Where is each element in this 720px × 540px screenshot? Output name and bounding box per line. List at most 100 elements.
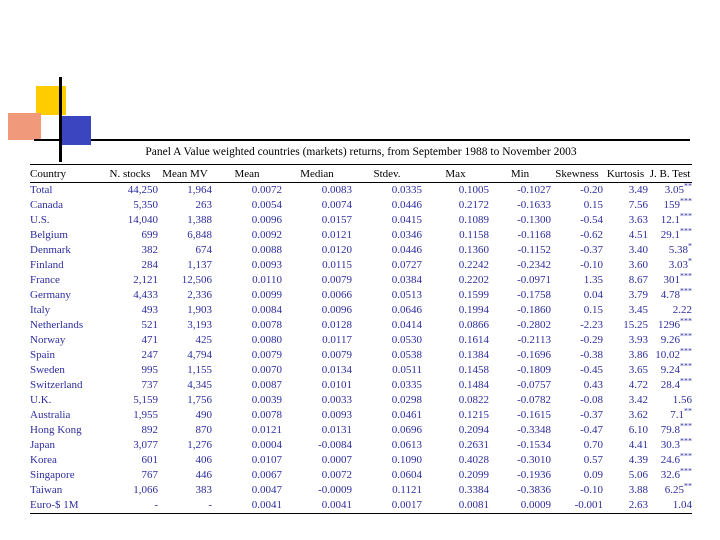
value-cell: 0.0613 [391, 439, 422, 451]
table-row: Euro-$ 1M - - 0.0041 0.0041 0.0017 0.0081 0.000… [30, 498, 692, 514]
significance-stars: *** [680, 271, 692, 281]
value-cell: 1,155 [187, 364, 212, 376]
value-cell: 0.0072 [251, 184, 282, 196]
returns-table: Country N. stocks Mean MV Mean Median Stdev. M… [30, 164, 692, 514]
value-cell: 6.25** [664, 481, 692, 496]
value-cell: 159*** [663, 196, 693, 211]
value-cell: 0.1215 [458, 409, 489, 421]
value-cell: 0.0511 [392, 364, 422, 376]
value-cell: 44,250 [127, 184, 158, 196]
value-cell: 0.0538 [391, 349, 422, 361]
country-cell: Japan [30, 439, 56, 451]
value-cell: 0.0513 [391, 289, 422, 301]
value-cell: 0.0054 [251, 199, 282, 211]
value-cell: -0.1168 [517, 229, 551, 241]
value-cell: 0.0110 [252, 274, 282, 286]
value-cell: 0.0017 [391, 499, 422, 511]
value-cell: 0.0081 [458, 499, 489, 511]
country-cell: Total [30, 184, 53, 196]
column-header: Kurtosis [603, 164, 648, 183]
significance-stars: *** [680, 226, 692, 236]
value-cell: 5,159 [133, 394, 158, 406]
country-cell: U.K. [30, 394, 52, 406]
significance-stars: *** [680, 316, 692, 326]
value-cell: 0.0134 [321, 364, 352, 376]
value-cell: 892 [141, 424, 159, 436]
value-cell: 674 [195, 244, 213, 256]
value-cell: -0.3836 [517, 484, 551, 496]
value-cell: 0.0696 [391, 424, 422, 436]
value-cell: 1,955 [133, 409, 158, 421]
country-cell: Korea [30, 454, 57, 466]
value-cell: 737 [141, 379, 159, 391]
value-cell: -0.1936 [517, 469, 551, 481]
table-row: Singapore 767 446 0.0067 0.0072 0.0604 0.2099 -… [30, 467, 692, 483]
significance-stars: *** [680, 451, 692, 461]
value-cell: 247 [141, 349, 159, 361]
panel-title: Panel A Value weighted countries (market… [145, 146, 577, 158]
significance-stars: * [688, 256, 692, 266]
value-cell: 0.0004 [251, 439, 282, 451]
value-cell: 0.1994 [458, 304, 489, 316]
value-cell: -0.1534 [517, 439, 551, 451]
value-cell: 3.93 [628, 334, 648, 346]
table-row: Norway 471 425 0.0080 0.0117 0.0530 0.1614 -0.2… [30, 331, 692, 348]
value-cell: 0.0121 [251, 424, 282, 436]
significance-stars: *** [680, 286, 692, 296]
value-cell: 699 [141, 229, 159, 241]
country-cell: Euro-$ 1M [30, 499, 79, 511]
value-cell: 1,903 [187, 304, 212, 316]
value-cell: 301*** [663, 271, 693, 286]
table-row: Denmark 382 674 0.0088 0.0120 0.0446 0.1360 -0.… [30, 241, 692, 258]
value-cell: 2,336 [187, 289, 212, 301]
value-cell: 2,121 [133, 274, 158, 286]
country-cell: Finland [30, 259, 64, 271]
value-cell: -0.2802 [517, 319, 551, 331]
value-cell: 0.0092 [251, 229, 282, 241]
value-cell: 4.39 [628, 454, 648, 466]
table-row: Netherlands 521 3,193 0.0078 0.0128 0.0414 0.0… [30, 316, 692, 333]
significance-stars: *** [680, 196, 692, 206]
table-row: Korea 601 406 0.0107 0.0007 0.1090 0.4028 -0.30… [30, 451, 692, 468]
country-cell: Germany [30, 289, 71, 301]
value-cell: 3,077 [133, 439, 158, 451]
value-cell: 3.79 [628, 289, 648, 301]
value-cell: 3.40 [628, 244, 648, 256]
value-cell: 995 [141, 364, 159, 376]
value-cell: 0.0866 [458, 319, 489, 331]
value-cell: 1296*** [658, 316, 692, 331]
country-cell: Taiwan [30, 484, 63, 496]
value-cell: 0.0414 [391, 319, 422, 331]
value-cell: 3.49 [628, 184, 648, 196]
table-row: Spain 247 4,794 0.0079 0.0079 0.0538 0.1384 -0.… [30, 347, 692, 363]
significance-stars: * [688, 241, 692, 251]
country-cell: France [30, 274, 60, 286]
value-cell: - [208, 499, 212, 511]
value-cell: 0.0530 [391, 334, 422, 346]
significance-stars: *** [680, 421, 692, 431]
value-cell: 0.0033 [321, 394, 352, 406]
value-cell: 0.0099 [251, 289, 282, 301]
value-cell: 406 [195, 454, 213, 466]
value-cell: 0.3384 [458, 484, 489, 496]
value-cell: 3.86 [628, 349, 648, 361]
value-cell: 0.1360 [458, 244, 489, 256]
value-cell: 284 [141, 259, 159, 271]
value-cell: 4.51 [628, 229, 648, 241]
value-cell: -0.47 [580, 424, 603, 436]
value-cell: 4.78*** [660, 286, 692, 301]
value-cell: -0.37 [580, 409, 603, 421]
value-cell: 6.10 [628, 424, 648, 436]
value-cell: 9.26*** [660, 331, 692, 346]
value-cell: 521 [141, 319, 159, 331]
country-cell: Singapore [30, 469, 75, 481]
header-row: Country N. stocks Mean MV Mean Median Stdev. M… [30, 164, 692, 183]
value-cell: 1,756 [187, 394, 212, 406]
column-header: N. stocks [102, 164, 158, 183]
value-cell: -0.1633 [517, 199, 551, 211]
value-cell: -0.10 [580, 259, 603, 271]
value-cell: 2.63 [628, 499, 648, 511]
value-cell: 0.0727 [391, 259, 422, 271]
value-cell: -0.3348 [517, 424, 551, 436]
